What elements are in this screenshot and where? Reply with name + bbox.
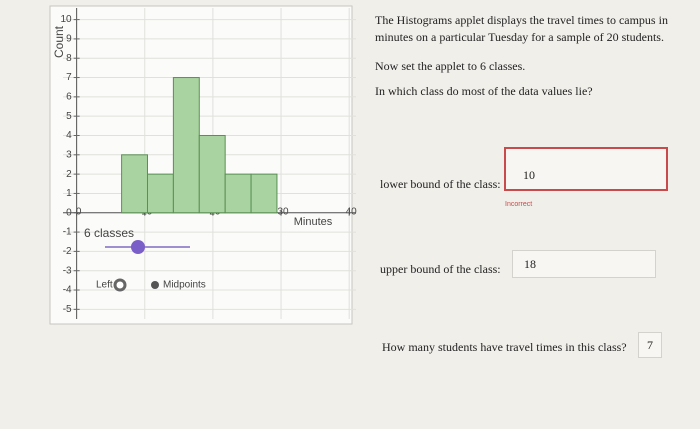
bar <box>172 77 200 214</box>
histogram: -5-4-3-2-1012345678910010203040 <box>61 8 358 319</box>
paragraph: In which class do most of the data value… <box>375 84 593 98</box>
y-tick-label: -4 <box>63 285 72 296</box>
upper-label: upper bound of the class: <box>380 262 501 276</box>
bar <box>146 173 174 214</box>
paragraph: Now set the applet to 6 classes. <box>375 59 526 73</box>
y-tick-label: 6 <box>66 91 72 102</box>
y-tick-label: 4 <box>66 130 72 141</box>
y-tick-label: 1 <box>66 188 72 199</box>
x-tick-label: 40 <box>346 206 358 217</box>
x-tick-label: 0 <box>76 206 82 217</box>
upper-answer: 18 <box>524 257 536 271</box>
bar <box>121 154 148 214</box>
lower-answer: 10 <box>523 168 535 182</box>
count-question: How many students have travel times in t… <box>382 340 627 354</box>
feedback: Incorrect <box>505 201 533 208</box>
classes-label: 6 classes <box>84 226 134 240</box>
left-radio[interactable] <box>113 278 127 292</box>
y-tick-label: -2 <box>63 246 72 257</box>
slider-knob[interactable] <box>131 240 145 254</box>
y-tick-label: 10 <box>61 14 73 25</box>
y-tick-label: 9 <box>66 34 72 45</box>
bar <box>250 173 278 214</box>
paragraph: The Histograms applet displays the trave… <box>375 13 668 44</box>
y-tick-label: -1 <box>63 227 72 238</box>
count-input[interactable]: 7 <box>638 332 662 358</box>
y-axis-label: Count <box>52 25 66 58</box>
y-tick-label: 2 <box>66 169 72 180</box>
bar <box>224 173 252 214</box>
y-tick-label: 5 <box>66 111 72 122</box>
applet: -5-4-3-2-1012345678910010203040 Count Mi… <box>49 5 358 325</box>
lower-input[interactable]: 10 <box>504 147 668 191</box>
left-label: Left <box>96 280 113 291</box>
y-tick-label: 8 <box>66 53 72 64</box>
lower-label: lower bound of the class: <box>380 177 501 191</box>
midpoints-label: Midpoints <box>163 280 206 291</box>
y-tick-label: 3 <box>66 149 72 160</box>
count-answer: 7 <box>647 338 653 352</box>
y-tick-label: -3 <box>63 265 72 276</box>
upper-input[interactable]: 18 <box>512 250 656 278</box>
question-text: The Histograms applet displays the trave… <box>375 12 675 100</box>
midpoints-radio[interactable] <box>151 281 159 289</box>
bar <box>198 134 226 214</box>
y-tick-label: 7 <box>66 72 72 83</box>
x-tick-label: 30 <box>277 206 289 217</box>
x-axis-label: Minutes <box>294 216 333 228</box>
y-tick-label: -5 <box>63 304 72 315</box>
